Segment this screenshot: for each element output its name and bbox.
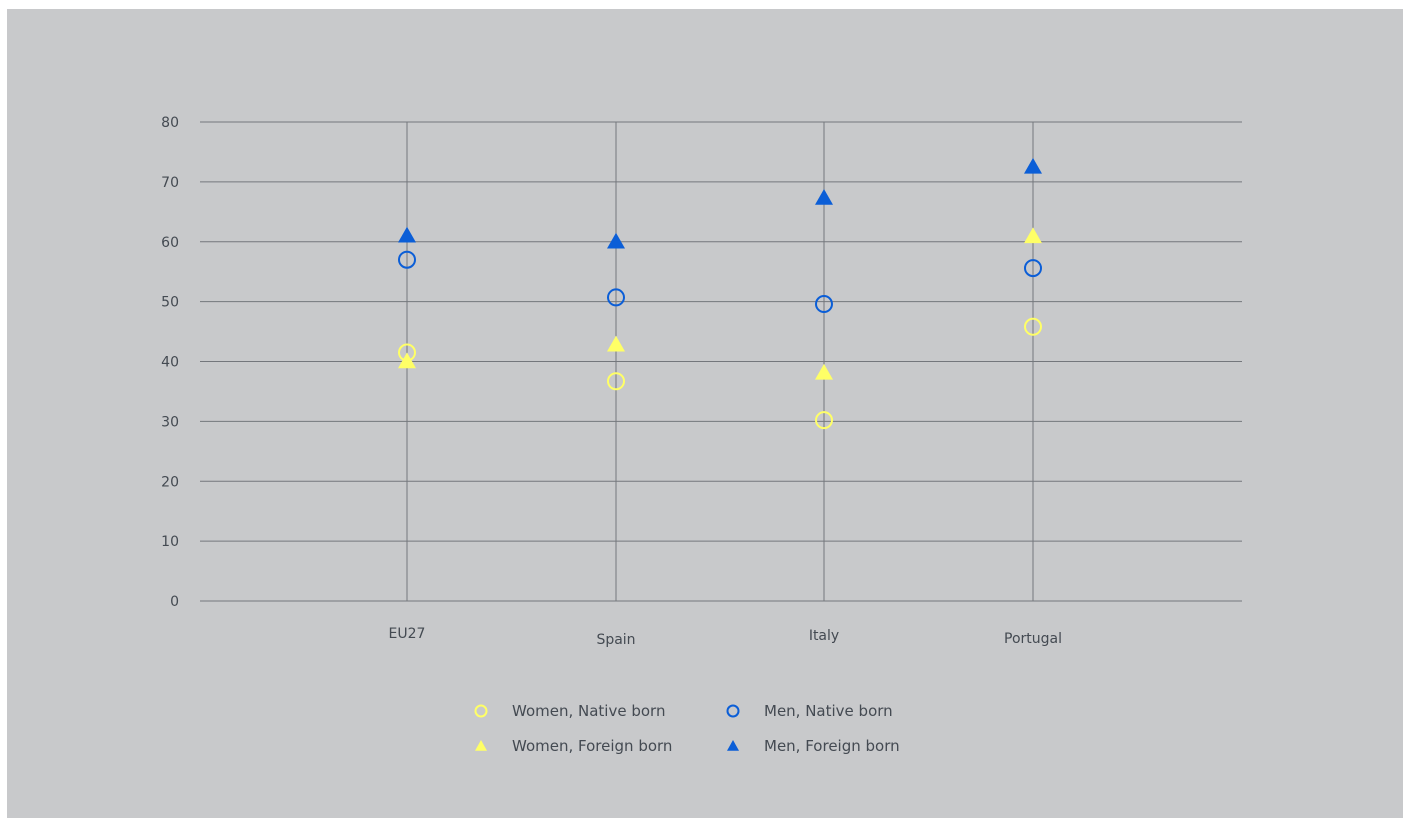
y-tick-label-30: 30 xyxy=(161,414,179,430)
legend-label-women-native-born: Women, Native born xyxy=(512,702,665,720)
legend: Women, Native born Men, Native born Women,… xyxy=(474,702,900,755)
y-tick-label-70: 70 xyxy=(161,175,179,191)
data-points xyxy=(398,157,1042,430)
legend-label-men-native-born: Men, Native born xyxy=(764,702,893,720)
point-women-foreign-born-portugal xyxy=(1024,227,1042,244)
legend-label-men-foreign-born: Men, Foreign born xyxy=(764,737,900,755)
legend-marker-women-foreign-born xyxy=(475,740,487,751)
y-tick-label-60: 60 xyxy=(161,235,179,251)
chart-svg: 0 10 20 30 40 50 60 70 80 EU27 Spain Italy Portugal… xyxy=(161,115,1242,755)
point-men-foreign-born-eu27 xyxy=(398,226,416,243)
legend-marker-men-foreign-born xyxy=(727,740,739,751)
x-tick-label-italy: Italy xyxy=(809,628,839,644)
point-men-native-born-spain xyxy=(607,288,625,307)
y-tick-label-50: 50 xyxy=(161,295,179,311)
y-tick-label-20: 20 xyxy=(161,474,179,490)
point-women-foreign-born-eu27 xyxy=(398,352,416,369)
x-tick-label-spain: Spain xyxy=(596,632,635,648)
legend-label-women-foreign-born: Women, Foreign born xyxy=(512,737,672,755)
point-men-foreign-born-spain xyxy=(607,232,625,249)
point-women-foreign-born-spain xyxy=(607,335,625,352)
point-men-native-born-italy xyxy=(815,295,833,314)
legend-marker-women-native-born xyxy=(474,704,488,718)
x-tick-label-eu27: EU27 xyxy=(389,626,426,642)
point-men-native-born-eu27 xyxy=(398,250,416,269)
y-tick-label-40: 40 xyxy=(161,355,179,371)
point-women-foreign-born-italy xyxy=(815,363,833,380)
horizontal-gridlines xyxy=(200,121,1242,602)
x-tick-label-portugal: Portugal xyxy=(1004,631,1062,647)
x-axis-category-labels: EU27 Spain Italy Portugal xyxy=(389,626,1062,648)
point-men-foreign-born-italy xyxy=(815,189,833,205)
y-tick-label-0: 0 xyxy=(170,594,179,610)
point-men-foreign-born-portugal xyxy=(1024,157,1042,174)
y-tick-label-80: 80 xyxy=(161,115,179,131)
point-men-native-born-portugal xyxy=(1024,259,1042,278)
point-women-native-born-portugal xyxy=(1024,317,1042,336)
point-women-native-born-spain xyxy=(607,372,625,391)
chart-area: 0 10 20 30 40 50 60 70 80 EU27 Spain Italy Portugal… xyxy=(7,9,1403,818)
legend-marker-men-native-born xyxy=(726,704,740,718)
y-axis-tick-labels: 0 10 20 30 40 50 60 70 80 xyxy=(161,115,179,610)
point-women-native-born-italy xyxy=(815,411,833,430)
y-tick-label-10: 10 xyxy=(161,534,179,550)
